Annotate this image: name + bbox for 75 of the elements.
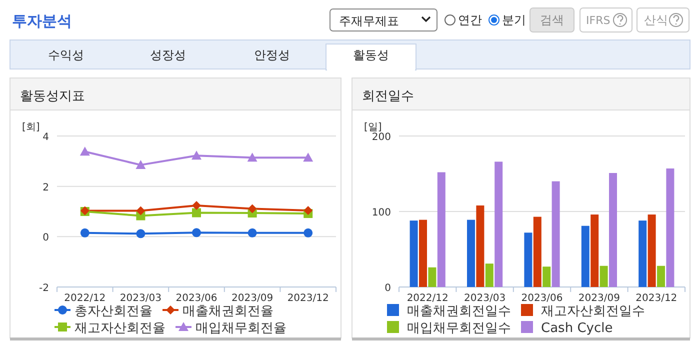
bar — [467, 220, 475, 287]
bar — [600, 266, 608, 287]
text: 투자분석 — [12, 12, 72, 30]
y-tick-label: 200 — [372, 132, 391, 143]
bar — [485, 264, 494, 287]
text: 산식 — [644, 13, 668, 27]
point — [192, 228, 201, 238]
y-tick-label: -2 — [39, 283, 49, 294]
bar — [609, 172, 617, 287]
point — [304, 206, 313, 215]
x-tick-label: 2023/06 — [521, 293, 563, 304]
y-tick-label: 100 — [372, 208, 391, 218]
point — [248, 204, 257, 214]
text: 연간 — [458, 13, 482, 27]
point — [247, 152, 258, 162]
text: IFRS — [586, 14, 610, 27]
legend-label: 매출채권회전율 — [182, 304, 274, 319]
point — [136, 229, 146, 238]
legend-label: 매입채무회전일수 — [407, 321, 511, 336]
x-tick-label: 2023/09 — [232, 293, 274, 304]
x-tick-label: 2022/12 — [406, 293, 448, 304]
bar — [648, 214, 656, 287]
bar — [657, 266, 665, 287]
y-tick-label: 4 — [42, 132, 49, 143]
point — [304, 228, 313, 238]
legend-label: 총자산회전율 — [74, 304, 152, 319]
bar — [590, 214, 599, 287]
point — [80, 228, 90, 238]
point — [192, 208, 201, 218]
point — [136, 160, 146, 169]
point — [303, 152, 314, 162]
x-tick-label: 2023/03 — [464, 293, 506, 304]
text: 분기 — [502, 13, 526, 27]
y-tick-label: 2 — [42, 182, 49, 194]
bar — [581, 226, 590, 287]
point — [80, 146, 90, 156]
bar — [533, 216, 542, 287]
bar — [428, 267, 436, 287]
legend-label: 매입채무회전율 — [196, 321, 286, 336]
text: 수익성 — [48, 48, 84, 62]
x-tick-label: 2023/09 — [578, 293, 620, 304]
legend-label: 재고자산회전율 — [74, 321, 166, 336]
x-tick-label: 2023/12 — [636, 293, 678, 304]
bar — [542, 266, 551, 287]
point — [192, 200, 201, 210]
text: 검색 — [540, 13, 564, 27]
chart-title: 활동성지표 — [20, 89, 85, 104]
x-tick-label: 2023/06 — [176, 293, 218, 304]
legend-label: 재고자산회전일수 — [541, 304, 645, 319]
y-tick-label: 0 — [42, 232, 49, 244]
x-tick-label: 2023/12 — [287, 293, 329, 304]
y-axis-title: [일] — [364, 122, 382, 133]
bar — [524, 232, 532, 287]
point — [136, 206, 146, 216]
bar — [666, 168, 674, 287]
text: 활동성 — [353, 48, 389, 62]
bar — [410, 220, 418, 287]
y-tick-label: 0 — [384, 283, 391, 294]
bar — [419, 220, 427, 287]
text: 성장성 — [150, 48, 186, 62]
legend-label: 매출채권회전일수 — [407, 304, 511, 319]
text: 주재무제표 — [339, 14, 399, 28]
y-axis-title: [회] — [22, 122, 40, 133]
chart-title: 회전일수 — [362, 89, 414, 104]
point — [192, 150, 202, 160]
bar — [638, 220, 647, 287]
x-tick-label: 2022/12 — [64, 293, 106, 304]
legend-label: Cash Cycle — [541, 321, 613, 336]
point — [248, 228, 257, 238]
x-tick-label: 2023/03 — [120, 293, 162, 304]
bar — [494, 162, 503, 287]
bar — [476, 205, 484, 287]
text: 안정성 — [254, 48, 290, 62]
bar — [552, 181, 560, 287]
bar — [437, 172, 446, 287]
